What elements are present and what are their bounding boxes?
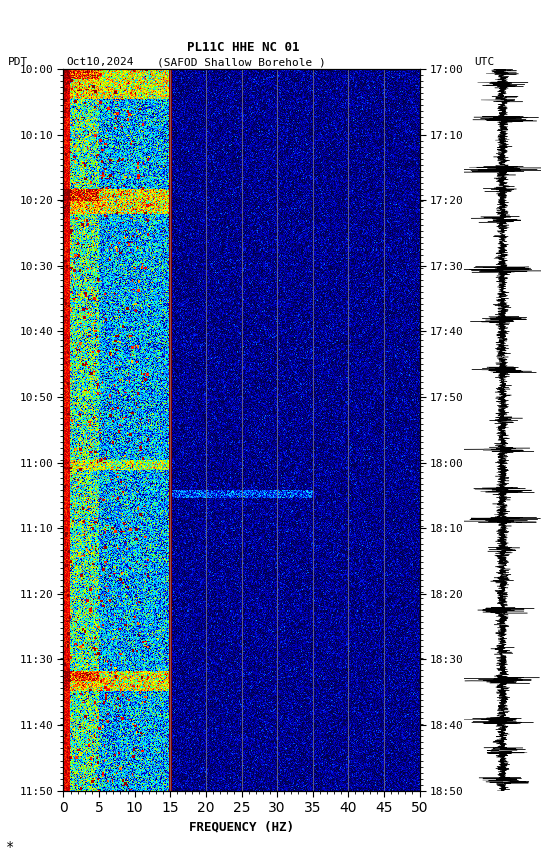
Text: UTC: UTC [475, 57, 495, 67]
Text: PL11C HHE NC 01: PL11C HHE NC 01 [187, 41, 299, 54]
Text: *: * [6, 840, 14, 854]
Text: Oct10,2024: Oct10,2024 [66, 57, 134, 67]
X-axis label: FREQUENCY (HZ): FREQUENCY (HZ) [189, 821, 294, 834]
Text: (SAFOD Shallow Borehole ): (SAFOD Shallow Borehole ) [157, 57, 326, 67]
Text: PDT: PDT [8, 57, 29, 67]
